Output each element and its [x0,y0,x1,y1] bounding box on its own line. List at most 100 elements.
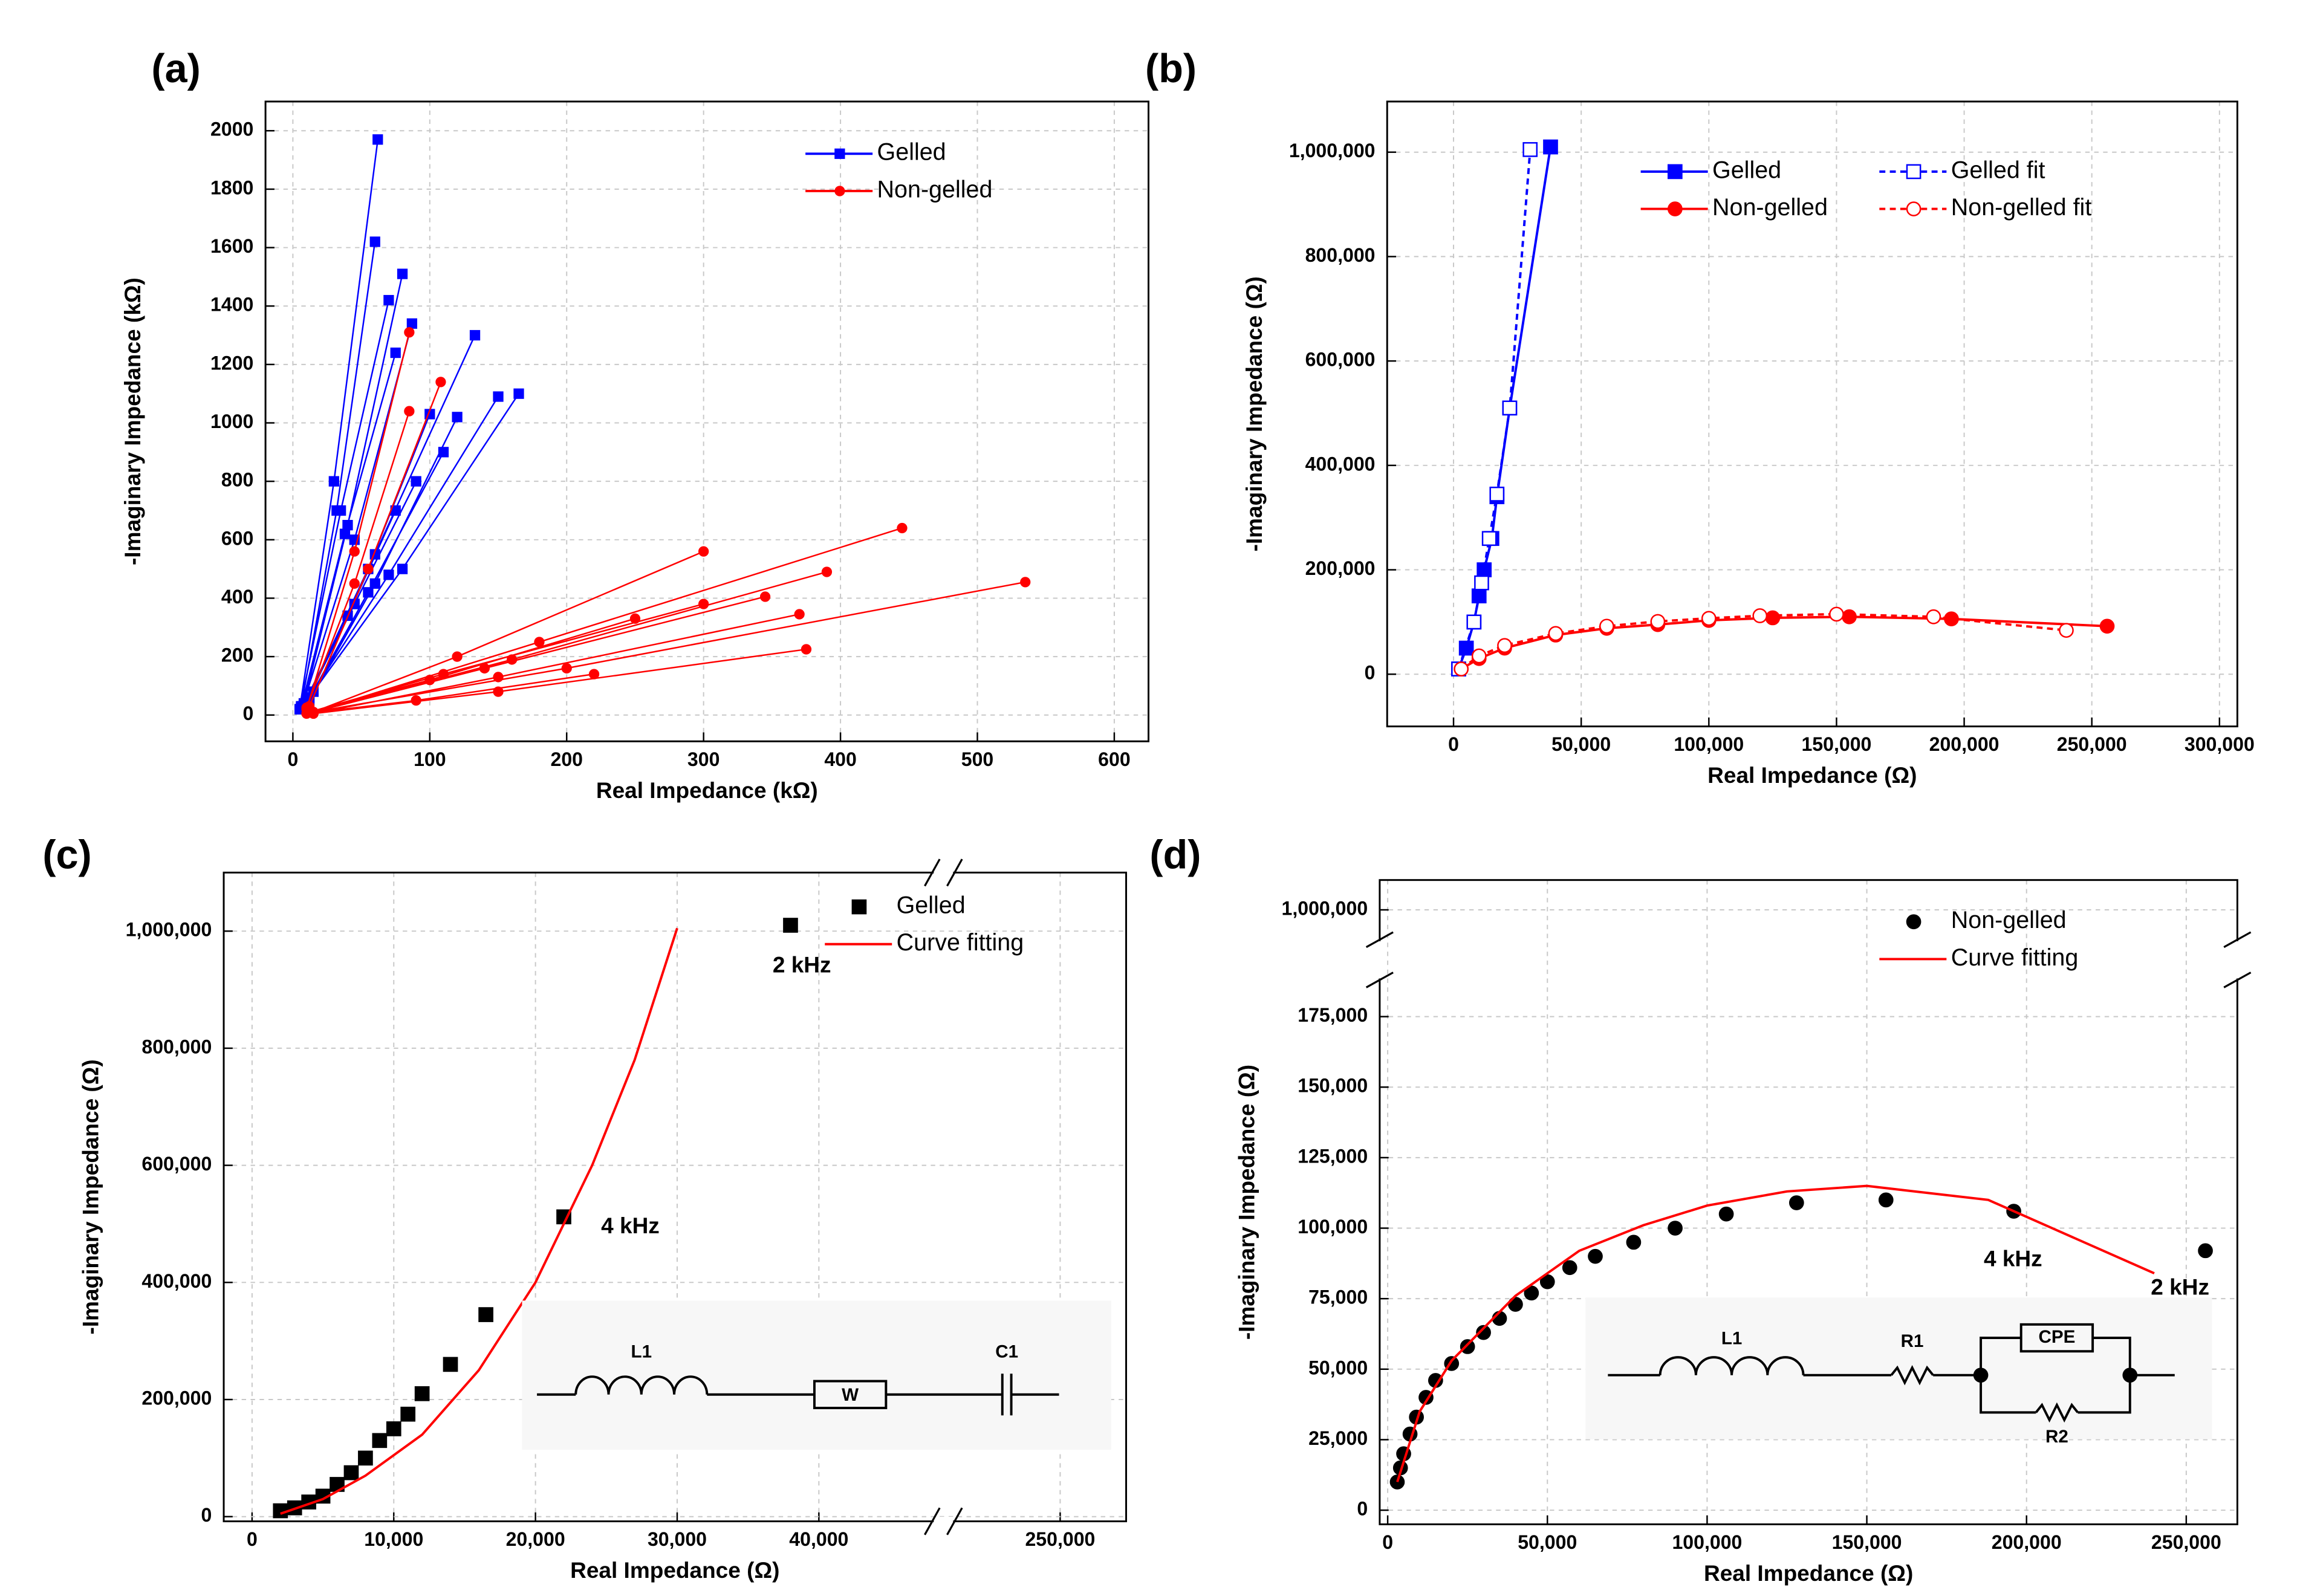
marker [443,1357,458,1372]
x-tick-label: 100,000 [1674,733,1744,755]
marker [698,546,709,557]
marker [759,591,771,602]
marker [478,1307,493,1322]
marker [336,505,346,516]
marker [383,569,394,580]
circuit-label: R1 [1901,1331,1924,1351]
x-axis-title: Real Impedance (Ω) [570,1558,779,1583]
marker [438,447,449,458]
legend-marker [851,899,867,915]
y-tick-label: 800,000 [1305,244,1376,266]
marker [794,609,805,620]
y-tick-label: 600,000 [1305,349,1376,371]
y-tick-label: 1,000,000 [1289,140,1376,161]
y-tick-label: 1,000,000 [126,919,212,941]
marker [783,918,798,933]
marker [821,566,833,577]
y-tick-label: 50,000 [1308,1357,1368,1378]
y-tick-label: 200,000 [141,1387,212,1409]
y-tick-label: 0 [201,1504,212,1526]
y-tick-label: 400 [221,586,254,608]
marker [1842,609,1857,624]
x-tick-label: 0 [1382,1531,1393,1553]
x-tick-label: 0 [247,1528,258,1550]
marker [411,476,421,487]
marker [1588,1248,1603,1264]
marker [372,1433,388,1448]
plot-frame [264,100,1150,742]
x-tick-label: 200,000 [1992,1531,2062,1553]
y-tick-label: 400,000 [1305,453,1376,475]
legend-marker [1668,164,1683,180]
marker [1548,626,1564,641]
marker [493,686,504,697]
marker [369,578,380,589]
x-tick-label: 400 [824,748,857,770]
marker [404,327,415,338]
marker [588,669,600,680]
marker [801,644,812,655]
y-tick-label: 600 [221,527,254,549]
marker [1599,618,1614,634]
marker [1829,606,1844,622]
y-tick-label: 1800 [210,177,253,198]
legend-label: Gelled [1712,157,1781,183]
circuit-label: R2 [2045,1427,2068,1447]
marker [1460,1339,1475,1354]
marker [1020,577,1031,588]
marker [452,412,463,423]
marker [1701,611,1717,626]
marker [397,268,408,279]
series-line [305,332,1025,715]
x-tick-label: 0 [1448,733,1459,755]
marker [424,675,435,686]
y-tick-label: 0 [1357,1498,1368,1520]
legend-label: Non-gelled [877,176,993,203]
axis-break [946,858,963,887]
series-line [1396,1184,2155,1482]
marker [386,1421,401,1436]
panel-label: (c) [42,832,91,877]
marker [339,528,351,539]
y-axis-title: -Imaginary Impedance (Ω) [79,1059,103,1334]
panel-label: (d) [1149,832,1201,877]
marker [1878,1192,1894,1208]
axis-break-gap [934,1517,953,1526]
plot-frame [1379,879,2238,1525]
marker [698,598,709,609]
marker [513,388,524,399]
x-tick-label: 30,000 [648,1528,707,1550]
y-axis-title: -Imaginary Impedance (kΩ) [120,277,145,565]
circuit-label: CPE [2038,1327,2075,1347]
panel-label: (a) [151,47,200,91]
axis-break [1365,931,1394,949]
panel-label: (b) [1145,47,1197,91]
x-axis-title: Real Impedance (Ω) [1707,763,1917,788]
y-tick-label: 1600 [210,235,253,257]
x-tick-label: 50,000 [1551,733,1611,755]
series-line [280,927,678,1515]
marker [400,1406,416,1422]
axis-break [2223,972,2252,988]
axis-break-gap [2232,941,2242,979]
marker [534,637,545,647]
marker [369,236,380,247]
marker [438,669,449,680]
marker [1481,531,1497,547]
axis-break [1365,972,1394,988]
circuit-label: L1 [1721,1328,1743,1348]
marker [1476,1325,1491,1340]
annotation: 4 kHz [601,1213,660,1238]
x-tick-label: 50,000 [1518,1531,1577,1553]
y-tick-label: 800 [221,469,254,491]
y-tick-label: 25,000 [1308,1427,1368,1449]
marker [1389,1474,1405,1490]
y-tick-label: 0 [243,702,254,724]
y-tick-label: 1,000,000 [1282,897,1368,919]
y-tick-label: 200,000 [1305,557,1376,579]
x-tick-label: 250,000 [1025,1528,1095,1550]
marker [1718,1206,1734,1222]
circuit-label: W [842,1385,859,1405]
marker [397,563,408,574]
